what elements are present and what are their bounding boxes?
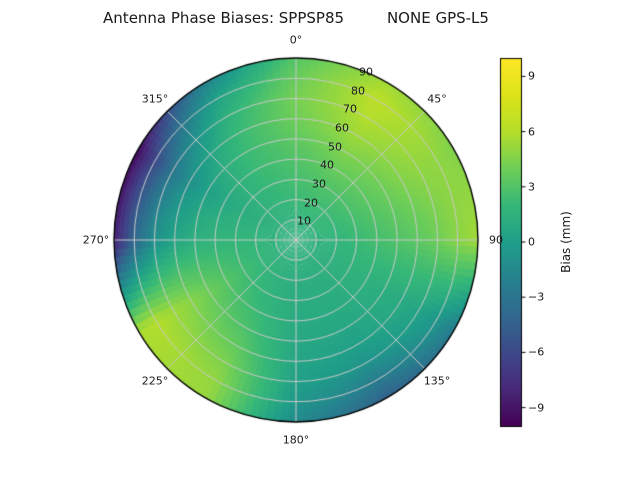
colorbar-tick-label-9: 9	[528, 69, 535, 83]
angle-tick-label-90: 90	[489, 233, 503, 247]
colorbar-tick-label-6: 6	[528, 125, 535, 139]
angle-tick-label-0: 0°	[289, 33, 303, 47]
radial-tick-label-20: 20	[304, 196, 318, 210]
radial-tick-label-40: 40	[320, 158, 334, 172]
radial-tick-label-50: 50	[328, 140, 342, 154]
radial-tick-label-60: 60	[335, 121, 349, 135]
colorbar-tick-label--6: −6	[528, 345, 545, 359]
angle-tick-label-225: 225°	[141, 374, 169, 388]
radial-tick-label-30: 30	[312, 177, 326, 191]
colorbar-tick-label-3: 3	[528, 180, 535, 194]
angle-tick-label-180: 180°	[282, 433, 310, 447]
angle-tick-label-45: 45°	[427, 92, 447, 106]
radial-tick-label-90: 90	[359, 65, 373, 79]
radial-tick-label-80: 80	[351, 84, 365, 98]
angle-tick-label-135: 135°	[423, 374, 451, 388]
colorbar-tick-label--9: −9	[528, 401, 545, 415]
colorbar-tick-label--3: −3	[528, 290, 545, 304]
colorbar-tick-label-0: 0	[528, 235, 535, 249]
plot-title: Antenna Phase Biases: SPPSP85 NONE GPS-L…	[103, 9, 489, 27]
colorbar-axis-label: Bias (mm)	[559, 211, 573, 273]
radial-tick-label-10: 10	[297, 214, 311, 228]
angle-tick-label-315: 315°	[141, 92, 169, 106]
angle-tick-label-270: 270°	[82, 233, 110, 247]
radial-tick-label-70: 70	[343, 102, 357, 116]
